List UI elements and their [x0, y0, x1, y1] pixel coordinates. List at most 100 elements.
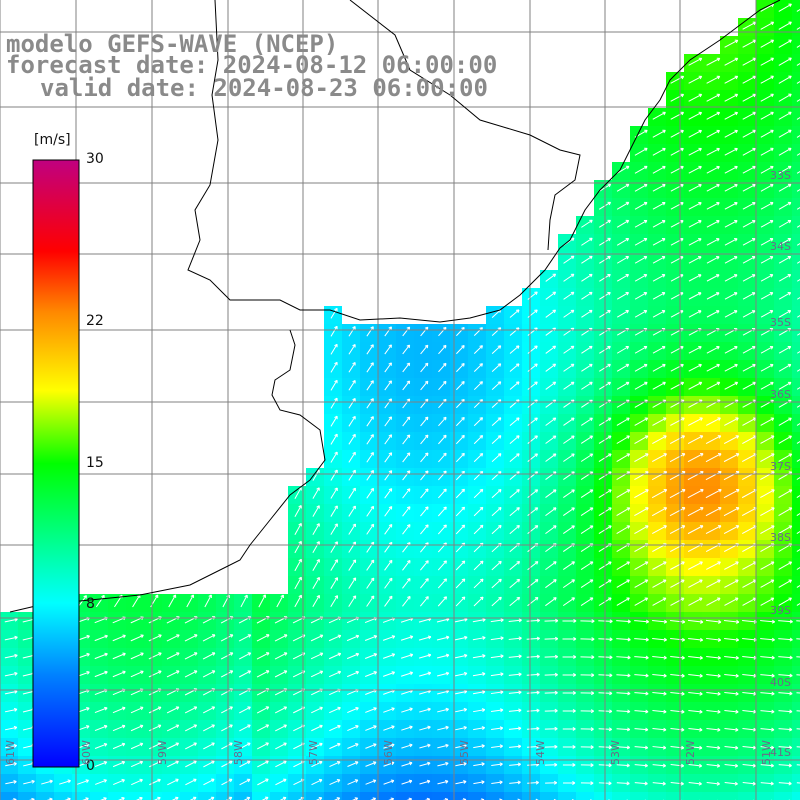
wind-arrow-head — [571, 597, 575, 601]
wind-cell — [396, 792, 414, 800]
wind-cell — [180, 792, 198, 800]
wind-arrow — [742, 399, 756, 408]
wind-arrow-head — [122, 670, 126, 675]
wind-arrow — [670, 148, 684, 156]
wind-arrow-head — [662, 147, 666, 152]
wind-arrow-head — [662, 417, 667, 421]
wind-arrow-head — [104, 652, 108, 657]
wind-arrow-head — [788, 129, 792, 134]
wind-arrow — [760, 21, 774, 30]
wind-arrow — [580, 579, 594, 588]
wind-arrow — [616, 561, 630, 570]
wind-arrow-head — [211, 634, 216, 638]
wind-arrow-head — [552, 363, 557, 368]
wind-arrow-head — [571, 507, 575, 511]
wind-arrow — [724, 310, 738, 318]
wind-arrow-head — [752, 57, 757, 62]
wind-arrow — [742, 21, 756, 30]
wind-arrow-head — [752, 129, 756, 134]
wind-arrow-head — [570, 237, 575, 242]
wind-arrow — [724, 148, 738, 156]
wind-arrow — [294, 576, 302, 590]
wind-arrow — [706, 399, 721, 408]
wind-arrow — [490, 655, 504, 659]
wind-arrow — [778, 238, 792, 246]
wind-arrow-head — [570, 273, 575, 278]
wind-arrow-head — [406, 524, 411, 528]
wind-arrow — [670, 75, 684, 84]
wind-arrow — [490, 619, 504, 623]
wind-arrow — [545, 525, 557, 535]
wind-arrow — [723, 435, 739, 444]
colorbar-tick-label: 15 — [86, 454, 104, 471]
wind-arrow — [724, 184, 738, 192]
wind-arrow-head — [334, 415, 338, 420]
wind-arrow — [652, 111, 666, 120]
wind-arrow — [796, 620, 800, 622]
wind-arrow-head — [607, 291, 611, 296]
colorbar-tick-label: 30 — [86, 151, 104, 167]
wind-arrow — [634, 656, 649, 659]
wind-cell — [792, 576, 800, 594]
wind-arrow — [330, 577, 338, 589]
wind-arrow — [401, 708, 413, 713]
wind-arrow-head — [461, 506, 466, 511]
wind-arrow — [670, 637, 685, 641]
wind-arrow — [760, 3, 774, 12]
wind-arrow — [527, 363, 538, 372]
wind-arrow-head — [735, 525, 740, 529]
wind-arrow-head — [680, 219, 684, 224]
wind-arrow-head — [443, 560, 447, 564]
wind-arrow — [778, 111, 792, 120]
wind-arrow — [184, 706, 197, 714]
wind-arrow-head — [716, 238, 720, 242]
wind-arrow — [652, 346, 666, 354]
wind-arrow-head — [479, 345, 483, 349]
wind-arrow-head — [716, 345, 720, 350]
wind-arrow-head — [497, 489, 502, 493]
wind-arrow-head — [643, 201, 648, 206]
wind-arrow — [760, 525, 775, 534]
wind-arrow — [670, 346, 684, 354]
wind-arrow — [616, 292, 629, 300]
wind-arrow — [509, 363, 520, 372]
wind-arrow — [670, 184, 684, 192]
wind-arrow-head — [355, 634, 360, 639]
wind-arrow — [670, 710, 685, 713]
wind-arrow — [545, 399, 556, 408]
wind-arrow-head — [498, 560, 502, 565]
wind-arrow — [364, 635, 377, 641]
wind-cell — [36, 792, 54, 800]
wind-arrow-head — [334, 451, 338, 456]
wind-arrow — [688, 399, 703, 408]
wind-cell — [792, 126, 800, 144]
colorbar-tick-label: 22 — [86, 312, 104, 329]
wind-arrow-head — [734, 310, 738, 314]
wind-arrow — [706, 561, 721, 570]
wind-arrow-head — [409, 707, 413, 712]
wind-arrow-head — [770, 597, 775, 602]
wind-arrow — [437, 578, 447, 589]
wind-arrow-head — [571, 579, 575, 583]
wind-arrow-head — [570, 381, 575, 386]
wind-arrow-head — [479, 417, 484, 421]
wind-arrow-head — [788, 579, 792, 583]
wind-arrow — [778, 453, 792, 462]
wind-arrow-head — [515, 381, 520, 385]
wind-arrow-head — [352, 541, 357, 545]
wind-arrow — [238, 634, 251, 642]
wind-arrow-head — [789, 691, 793, 696]
wind-arrow-head — [391, 653, 396, 657]
wind-arrow — [796, 477, 800, 480]
wind-arrow-head — [716, 292, 720, 296]
wind-arrow — [400, 654, 413, 659]
wind-arrow-head — [736, 489, 740, 493]
wind-arrow — [760, 656, 775, 659]
wind-arrow-head — [552, 435, 557, 439]
wind-arrow-head — [480, 596, 484, 601]
longitude-label: 60W — [80, 740, 93, 765]
wind-arrow — [348, 398, 356, 409]
wind-arrow — [312, 595, 320, 608]
wind-arrow — [384, 595, 393, 607]
